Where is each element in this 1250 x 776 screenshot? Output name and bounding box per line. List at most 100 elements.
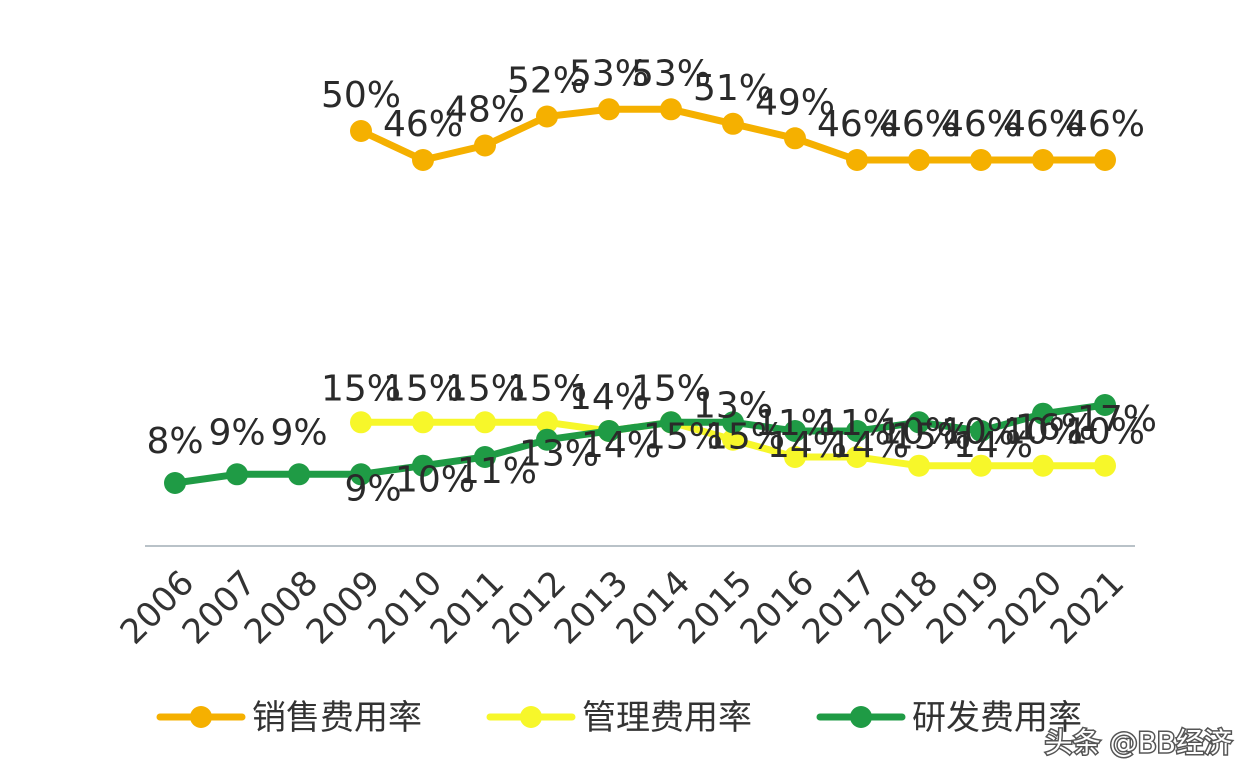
data-point (350, 120, 372, 142)
data-point (1094, 149, 1116, 171)
series-3 (164, 394, 1116, 494)
data-point (350, 411, 372, 434)
data-label: 10% (941, 412, 1021, 453)
data-point (1032, 402, 1054, 425)
data-point (350, 463, 372, 486)
data-label: 53% (569, 53, 649, 94)
data-label: 9% (208, 412, 265, 453)
legend-label: 研发费用率 (912, 698, 1082, 738)
data-point (970, 454, 992, 477)
data-label: 15% (643, 416, 723, 457)
data-point (598, 420, 620, 442)
data-label: 48% (445, 90, 525, 131)
legend-label: 销售费用率 (252, 698, 422, 738)
data-point (288, 463, 310, 486)
data-point (784, 420, 806, 442)
data-label: 10% (1065, 412, 1145, 453)
data-label: 10% (1003, 412, 1083, 453)
data-label: 14% (767, 425, 847, 466)
data-point (474, 134, 496, 157)
data-point (722, 112, 744, 135)
data-label: 53% (631, 53, 711, 94)
data-point (970, 420, 992, 442)
legend-item-3: 研发费用率 (816, 698, 1082, 738)
data-point (846, 149, 868, 171)
data-point (164, 472, 186, 494)
data-label: 46% (383, 104, 463, 145)
data-point (536, 105, 558, 128)
data-point (412, 454, 434, 477)
data-label: 46% (941, 104, 1021, 145)
data-point (660, 98, 682, 121)
data-label: 15% (383, 368, 463, 409)
data-point (908, 454, 930, 477)
data-label: 17% (1077, 399, 1157, 440)
data-label: 8% (146, 421, 203, 462)
data-label: 14% (581, 425, 661, 466)
data-labels-series-2: 15%15%15%15%14%15%13%11%11%10%10%10%10% (321, 368, 1145, 452)
data-label: 15% (507, 368, 587, 409)
legend-item-2: 管理费用率 (486, 698, 752, 738)
data-label: 52% (507, 61, 587, 102)
data-label: 14% (829, 425, 909, 466)
data-label: 14% (953, 425, 1033, 466)
watermark-text: 头条 @BB经济 (1045, 726, 1232, 759)
data-label: 10% (879, 412, 959, 453)
legend-item-1: 销售费用率 (156, 698, 422, 738)
legend-label: 管理费用率 (582, 698, 752, 738)
data-point (846, 420, 868, 442)
data-point (1094, 394, 1116, 416)
data-label: 11% (817, 403, 897, 444)
data-label: 14% (569, 377, 649, 418)
data-label: 15% (705, 416, 785, 457)
data-point (784, 127, 806, 150)
data-point (908, 149, 930, 171)
data-point (970, 149, 992, 171)
series-line (171, 401, 1109, 487)
data-label: 15% (631, 368, 711, 409)
legend-swatch-marker (850, 706, 872, 728)
data-label: 51% (693, 68, 773, 109)
data-label: 15% (321, 368, 401, 409)
x-tick-label: 2021 (1043, 563, 1132, 652)
data-label: 13% (519, 434, 599, 475)
data-label: 50% (321, 75, 401, 116)
legend-swatch-marker (520, 706, 542, 728)
data-point (598, 98, 620, 121)
data-label: 9% (344, 468, 401, 509)
data-label: 46% (879, 104, 959, 145)
data-point (908, 411, 930, 434)
data-point (536, 411, 558, 434)
data-point (1032, 454, 1054, 477)
series-1 (350, 98, 1116, 171)
data-point (660, 411, 682, 434)
data-point (412, 411, 434, 434)
data-labels-series-1: 50%46%48%52%53%53%51%49%46%46%46%46%46% (321, 53, 1145, 145)
data-point (846, 446, 868, 468)
legend: 销售费用率 管理费用率 研发费用率 (156, 698, 1082, 738)
data-point (1094, 454, 1116, 477)
data-point (722, 428, 744, 451)
data-label: 13% (693, 386, 773, 427)
data-label: 10% (395, 460, 475, 501)
legend-swatch-marker (190, 706, 212, 728)
data-point (474, 446, 496, 468)
data-point (536, 428, 558, 451)
data-label: 9% (270, 412, 327, 453)
data-point (1032, 149, 1054, 171)
data-point (784, 446, 806, 468)
data-point (412, 149, 434, 171)
data-label: 11% (755, 403, 835, 444)
data-point (474, 411, 496, 434)
data-label: 49% (755, 82, 835, 123)
data-label: 46% (817, 104, 897, 145)
watermark: 头条 @BB经济 (1043, 725, 1233, 761)
data-labels: 50%46%48%52%53%53%51%49%46%46%46%46%46%1… (146, 53, 1157, 509)
data-point (226, 463, 248, 486)
data-point (722, 411, 744, 434)
data-label: 15% (891, 416, 971, 457)
data-label: 46% (1003, 104, 1083, 145)
data-label: 46% (1065, 104, 1145, 145)
data-label: 16% (1015, 408, 1095, 449)
